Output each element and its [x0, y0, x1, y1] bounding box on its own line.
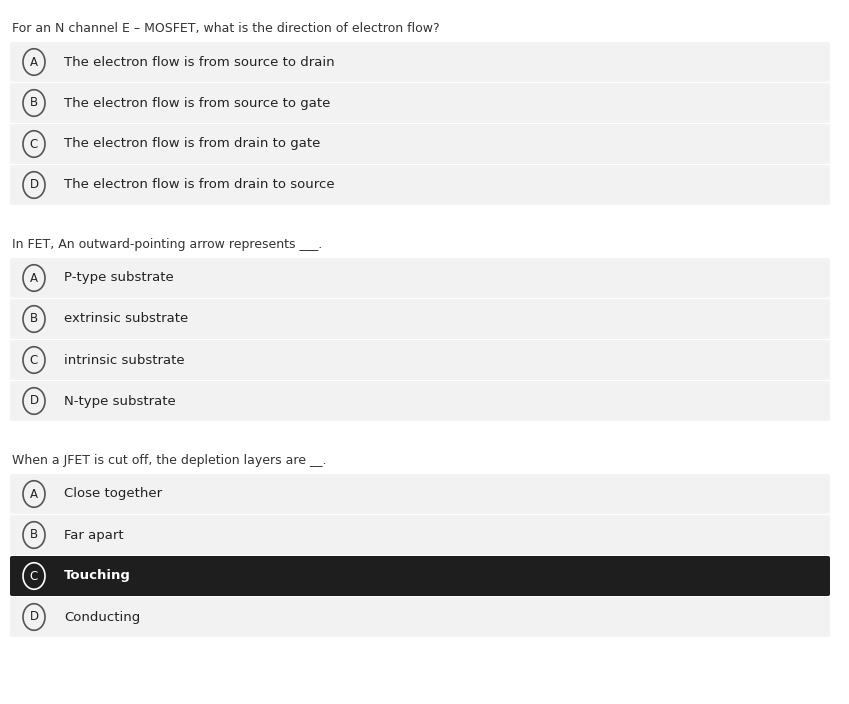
FancyBboxPatch shape [10, 340, 830, 380]
Ellipse shape [23, 522, 45, 548]
FancyBboxPatch shape [10, 258, 830, 298]
FancyBboxPatch shape [10, 299, 830, 339]
Text: C: C [30, 570, 38, 582]
Text: intrinsic substrate: intrinsic substrate [64, 353, 184, 367]
Text: Close together: Close together [64, 487, 162, 501]
Ellipse shape [23, 89, 45, 116]
FancyBboxPatch shape [10, 42, 830, 82]
Text: Conducting: Conducting [64, 610, 140, 624]
FancyBboxPatch shape [10, 124, 830, 164]
Text: A: A [30, 272, 38, 284]
Text: In FET, An outward-pointing arrow represents ___.: In FET, An outward-pointing arrow repres… [12, 238, 323, 251]
Text: D: D [30, 394, 38, 408]
Text: Far apart: Far apart [64, 529, 124, 541]
Ellipse shape [23, 347, 45, 373]
Ellipse shape [23, 562, 45, 589]
FancyBboxPatch shape [10, 474, 830, 514]
Ellipse shape [23, 131, 45, 157]
FancyBboxPatch shape [10, 556, 830, 596]
Ellipse shape [23, 604, 45, 630]
Text: A: A [30, 487, 38, 501]
Text: B: B [30, 96, 38, 110]
Text: The electron flow is from drain to source: The electron flow is from drain to sourc… [64, 179, 335, 191]
Text: B: B [30, 313, 38, 325]
Ellipse shape [23, 172, 45, 199]
Text: The electron flow is from drain to gate: The electron flow is from drain to gate [64, 137, 320, 151]
Text: The electron flow is from source to drain: The electron flow is from source to drai… [64, 56, 335, 68]
Text: C: C [30, 353, 38, 367]
Ellipse shape [23, 49, 45, 75]
Text: extrinsic substrate: extrinsic substrate [64, 313, 188, 325]
FancyBboxPatch shape [10, 515, 830, 555]
Text: The electron flow is from source to gate: The electron flow is from source to gate [64, 96, 330, 110]
Text: When a JFET is cut off, the depletion layers are __.: When a JFET is cut off, the depletion la… [12, 454, 327, 467]
Text: N-type substrate: N-type substrate [64, 394, 176, 408]
Ellipse shape [23, 481, 45, 508]
Text: A: A [30, 56, 38, 68]
Ellipse shape [23, 265, 45, 291]
Text: D: D [30, 610, 38, 624]
Text: B: B [30, 529, 38, 541]
Ellipse shape [23, 388, 45, 414]
Text: D: D [30, 179, 38, 191]
FancyBboxPatch shape [10, 83, 830, 123]
FancyBboxPatch shape [10, 597, 830, 637]
Ellipse shape [23, 306, 45, 332]
Text: For an N channel E – MOSFET, what is the direction of electron flow?: For an N channel E – MOSFET, what is the… [12, 22, 440, 35]
FancyBboxPatch shape [10, 381, 830, 421]
FancyBboxPatch shape [10, 165, 830, 205]
Text: C: C [30, 137, 38, 151]
Text: Touching: Touching [64, 570, 131, 582]
Text: P-type substrate: P-type substrate [64, 272, 174, 284]
